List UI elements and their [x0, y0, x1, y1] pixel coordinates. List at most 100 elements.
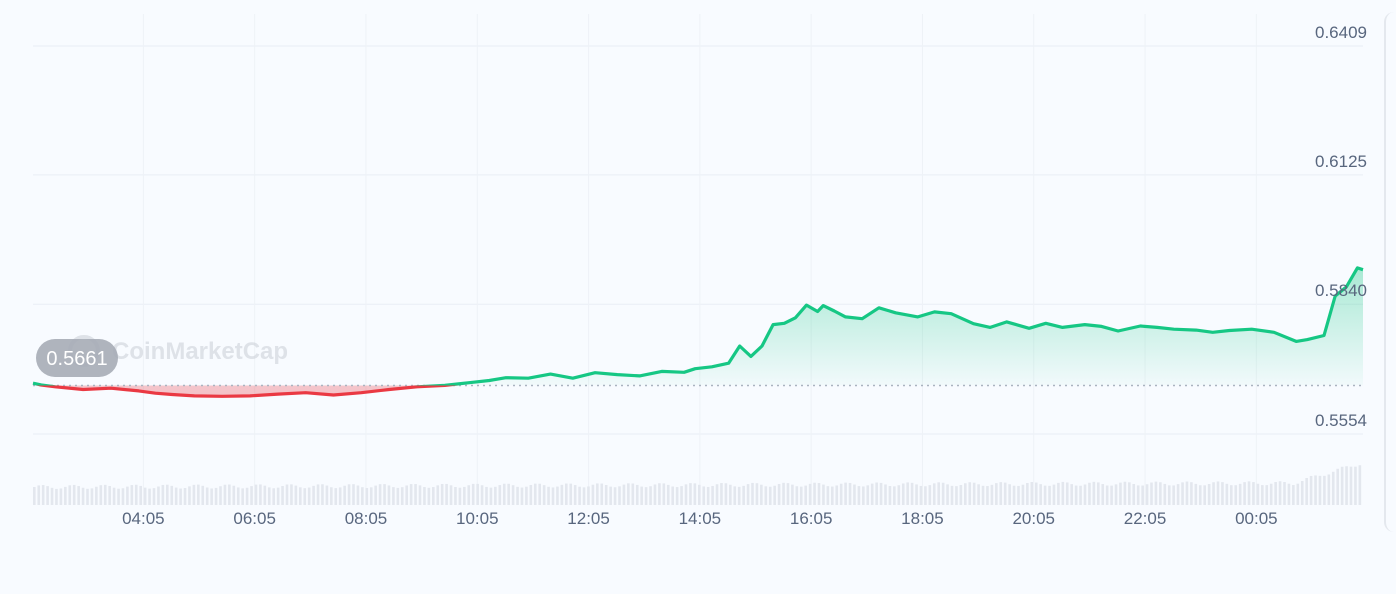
- volume-bar: [1052, 484, 1056, 505]
- volume-bar: [134, 484, 138, 505]
- volume-bar: [516, 486, 519, 505]
- volume-bar: [1358, 465, 1362, 505]
- volume-bar: [343, 485, 346, 505]
- volume-bar: [423, 487, 426, 505]
- volume-bar: [627, 483, 630, 505]
- x-tick-label: 12:05: [567, 509, 610, 528]
- volume-bar: [86, 488, 89, 505]
- volume-bar: [1292, 485, 1295, 505]
- volume-bar: [303, 488, 307, 505]
- volume-bar: [347, 484, 351, 505]
- volume-bar: [365, 487, 369, 505]
- volume-bar: [565, 483, 568, 505]
- volume-bar: [560, 484, 564, 505]
- volume-bar: [764, 486, 768, 505]
- volume-bar: [684, 484, 688, 505]
- volume-bar: [290, 484, 293, 505]
- volume-bar: [103, 484, 107, 505]
- volume-bar: [1088, 482, 1091, 505]
- volume-bar: [139, 485, 142, 505]
- volume-bar: [839, 483, 843, 505]
- volume-bar: [866, 485, 870, 505]
- volume-bar: [285, 484, 289, 505]
- volume-bar: [352, 484, 355, 505]
- volume-bar: [1287, 483, 1291, 505]
- volume-bar: [773, 485, 776, 505]
- volume-bar: [755, 483, 759, 505]
- volume-bar: [813, 482, 816, 505]
- volume-bar: [1278, 481, 1282, 505]
- volume-bar: [635, 484, 639, 505]
- volume-bar: [330, 487, 333, 505]
- volume-bar: [857, 486, 861, 505]
- volume-bar: [1159, 482, 1162, 505]
- volume-bar: [826, 486, 830, 505]
- volume-bar: [591, 484, 595, 505]
- volume-bar: [977, 484, 980, 505]
- volume-bar: [33, 487, 36, 505]
- volume-bar: [414, 484, 417, 505]
- volume-bar: [946, 484, 949, 505]
- volume-bar: [760, 484, 763, 505]
- volume-bar: [689, 483, 692, 505]
- volume-bar: [1323, 475, 1326, 505]
- volume-bar: [121, 488, 125, 505]
- volume-bar: [1203, 485, 1206, 505]
- volume-bar: [742, 485, 745, 505]
- volume-bar: [1017, 485, 1020, 505]
- volume-bar: [817, 483, 821, 505]
- volume-bar: [631, 483, 635, 505]
- volume-bar: [1305, 478, 1308, 505]
- y-tick-label: 0.6125: [1315, 152, 1367, 171]
- volume-bar: [706, 486, 710, 505]
- volume-bar: [715, 484, 719, 505]
- reference-badge: 0.5661: [36, 339, 118, 377]
- volume-bar: [729, 484, 732, 505]
- volume-bar: [405, 485, 408, 505]
- volume-bar: [494, 486, 497, 505]
- volume-bar: [1243, 482, 1246, 505]
- volume-bar: [174, 487, 178, 505]
- volume-bar: [236, 487, 240, 505]
- volume-bar: [356, 485, 360, 505]
- volume-bar: [613, 487, 617, 505]
- volume-bar: [392, 487, 395, 505]
- volume-bar: [205, 487, 209, 505]
- volume-bar: [1181, 482, 1184, 505]
- volume-bar: [569, 483, 573, 505]
- volume-bar: [990, 484, 994, 505]
- volume-bar: [117, 488, 120, 505]
- volume-bar: [81, 487, 85, 505]
- volume-bar: [609, 486, 612, 505]
- volume-bar: [1097, 482, 1100, 505]
- volume-bar: [197, 484, 200, 505]
- volume-bar: [1283, 481, 1286, 505]
- volume-bar: [254, 484, 258, 505]
- volume-bar: [458, 487, 462, 505]
- volume-bar: [1039, 484, 1042, 505]
- x-tick-label: 22:05: [1124, 509, 1167, 528]
- volume-bar: [538, 483, 541, 505]
- volume-bar: [600, 483, 604, 505]
- volume-bar: [1172, 485, 1175, 505]
- volume-bar: [1145, 484, 1149, 505]
- volume-bar: [294, 485, 298, 505]
- volume-bar: [440, 483, 444, 505]
- volume-bar: [321, 484, 324, 505]
- volume-bar: [1336, 468, 1339, 505]
- x-tick-label: 20:05: [1012, 509, 1055, 528]
- volume-bar: [1101, 484, 1105, 505]
- volume-bar: [533, 483, 537, 505]
- volume-bar: [1026, 482, 1029, 505]
- volume-bar: [502, 483, 506, 505]
- volume-bar: [808, 483, 812, 505]
- x-axis: 04:05 06:05 08:05 10:05 12:05 14:05 16:05 18:05…: [122, 509, 1278, 528]
- watermark: CoinMarketCap: [112, 338, 288, 365]
- volume-bar: [1034, 482, 1038, 505]
- volume-bar: [870, 483, 874, 505]
- volume-bar: [418, 485, 422, 505]
- volume-bar: [950, 485, 954, 505]
- volume-bar: [1345, 466, 1348, 505]
- volume-bar: [263, 485, 267, 505]
- volume-bar: [910, 482, 914, 505]
